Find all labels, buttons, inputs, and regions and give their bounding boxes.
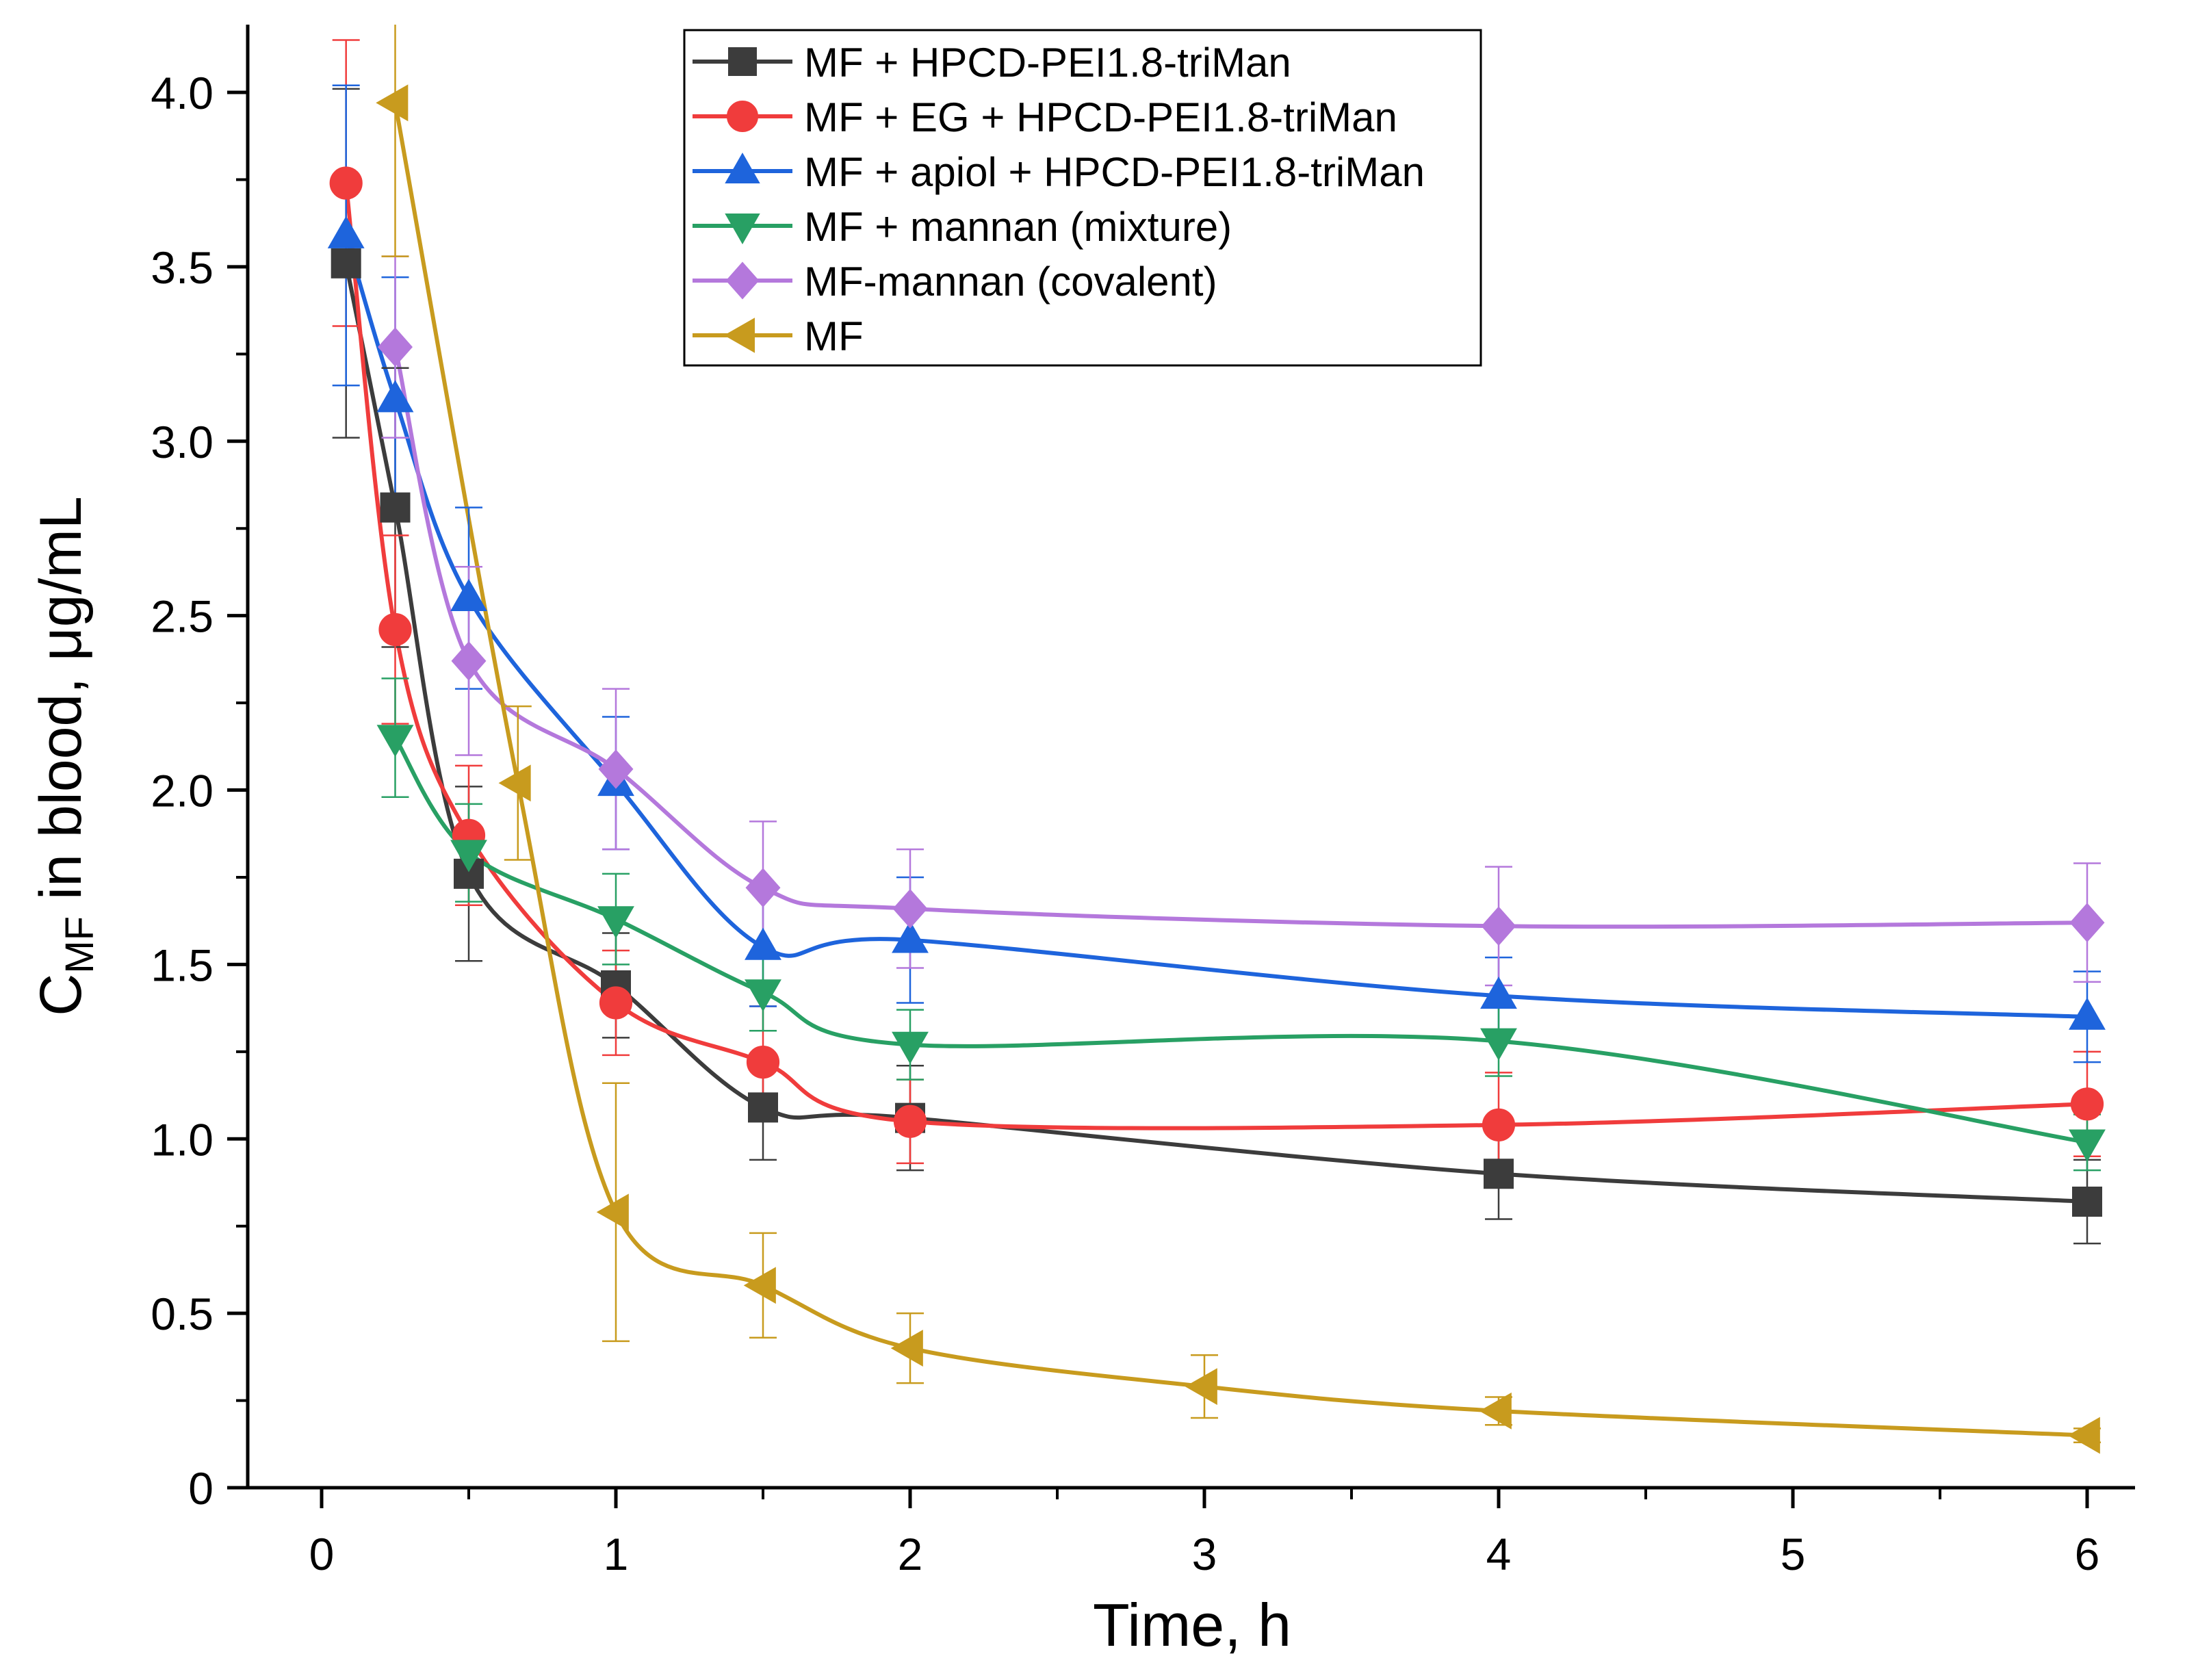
data-point [1479,1392,1512,1430]
y-tick-label: 2.5 [151,591,214,642]
legend-label: MF + apiol + HPCD-PEI1.8-triMan [804,149,1425,195]
x-tick-label: 4 [1486,1529,1512,1579]
data-point [376,725,414,758]
data-point [745,927,781,960]
data-point [745,868,781,908]
data-point [892,889,928,929]
y-tick-label: 3.0 [151,417,214,467]
data-point [378,612,412,647]
data-point [380,492,411,523]
legend-box [683,29,1482,367]
data-markers [327,84,2106,1454]
legend-marker [727,101,758,132]
y-tick-label: 0 [188,1463,214,1514]
data-point [893,1104,927,1138]
data-point [892,920,929,953]
data-point [376,380,414,413]
data-point [450,578,487,611]
y-tick-label: 1.0 [151,1114,214,1165]
data-point [1480,976,1517,1009]
y-tick-label: 0.5 [151,1289,214,1339]
legend-marker [728,47,757,76]
data-point [1482,1108,1516,1141]
y-tick-label: 2.0 [151,766,214,816]
y-axis-label: CMF in blood, μg/mL [28,496,102,1016]
data-point [450,840,487,873]
legend-label: MF + EG + HPCD-PEI1.8-triMan [804,94,1397,140]
legend-entry: MF + mannan (mixture) [693,204,1232,250]
data-point [329,166,363,200]
data-point [890,1330,923,1367]
data-point [745,979,781,1012]
data-point [2069,903,2105,943]
data-point [743,1267,776,1304]
data-point [331,248,361,279]
legend-label: MF + HPCD-PEI1.8-triMan [804,40,1291,86]
data-point [748,1092,778,1123]
data-point [1480,1028,1517,1061]
legend-entry: MF + HPCD-PEI1.8-triMan [693,40,1291,86]
y-label-subscript: MF [57,916,102,974]
data-point [597,906,634,939]
data-point [1185,1368,1217,1406]
legend-label: MF [804,313,864,359]
x-tick-label: 3 [1192,1529,1217,1579]
y-ticks: 0 0.5 1.0 1.5 2.0 2.5 3.0 3.5 4.0 [151,68,248,1514]
legend-entry: MF [693,313,864,359]
y-label-rest: in blood, μg/mL [28,496,94,916]
data-point [376,84,409,122]
series-line-6 [393,102,2088,1438]
legend-marker [725,214,760,245]
x-ticks: 0 1 2 3 4 5 6 [309,1488,2100,1579]
data-point [892,1031,929,1064]
data-point [2072,1187,2102,1217]
x-tick-label: 6 [2075,1529,2100,1579]
legend-marker [725,152,760,183]
y-tick-label: 3.5 [151,242,214,293]
x-tick-label: 5 [1781,1529,1806,1579]
data-point [2067,1417,2100,1454]
data-point [378,327,413,367]
series-line-1 [344,263,2088,1204]
legend-entry: MF + apiol + HPCD-PEI1.8-triMan [693,149,1425,195]
data-point [2069,997,2106,1030]
data-point [1484,1159,1514,1189]
y-label-main: C [28,974,94,1016]
data-point [598,749,634,789]
data-point [746,1046,780,1079]
data-point [2069,1129,2106,1162]
legend-entry: MF-mannan (covalent) [693,259,1217,305]
legend-marker [723,318,755,353]
error-bar [381,25,409,257]
series-line-4 [393,736,2088,1145]
data-point [327,216,365,248]
data-point [498,764,531,802]
legend-label: MF + mannan (mixture) [804,204,1232,250]
data-point [596,1193,629,1231]
x-tick-label: 1 [604,1529,629,1579]
legend-marker [725,261,760,300]
y-tick-label: 4.0 [151,68,214,118]
legend-entry: MF + EG + HPCD-PEI1.8-triMan [693,94,1397,140]
legend: MF + HPCD-PEI1.8-triMan MF + EG + HPCD-PE… [683,29,1482,367]
legend-label: MF-mannan (covalent) [804,259,1217,305]
data-point [599,986,633,1020]
series-line-5 [393,346,2088,929]
y-tick-label: 1.5 [151,940,214,990]
data-point [1481,906,1516,946]
data-point [2070,1087,2104,1121]
data-point [451,641,487,681]
x-tick-label: 0 [309,1529,335,1579]
x-axis-label: Time, h [1093,1591,1291,1659]
x-tick-label: 2 [898,1529,923,1579]
